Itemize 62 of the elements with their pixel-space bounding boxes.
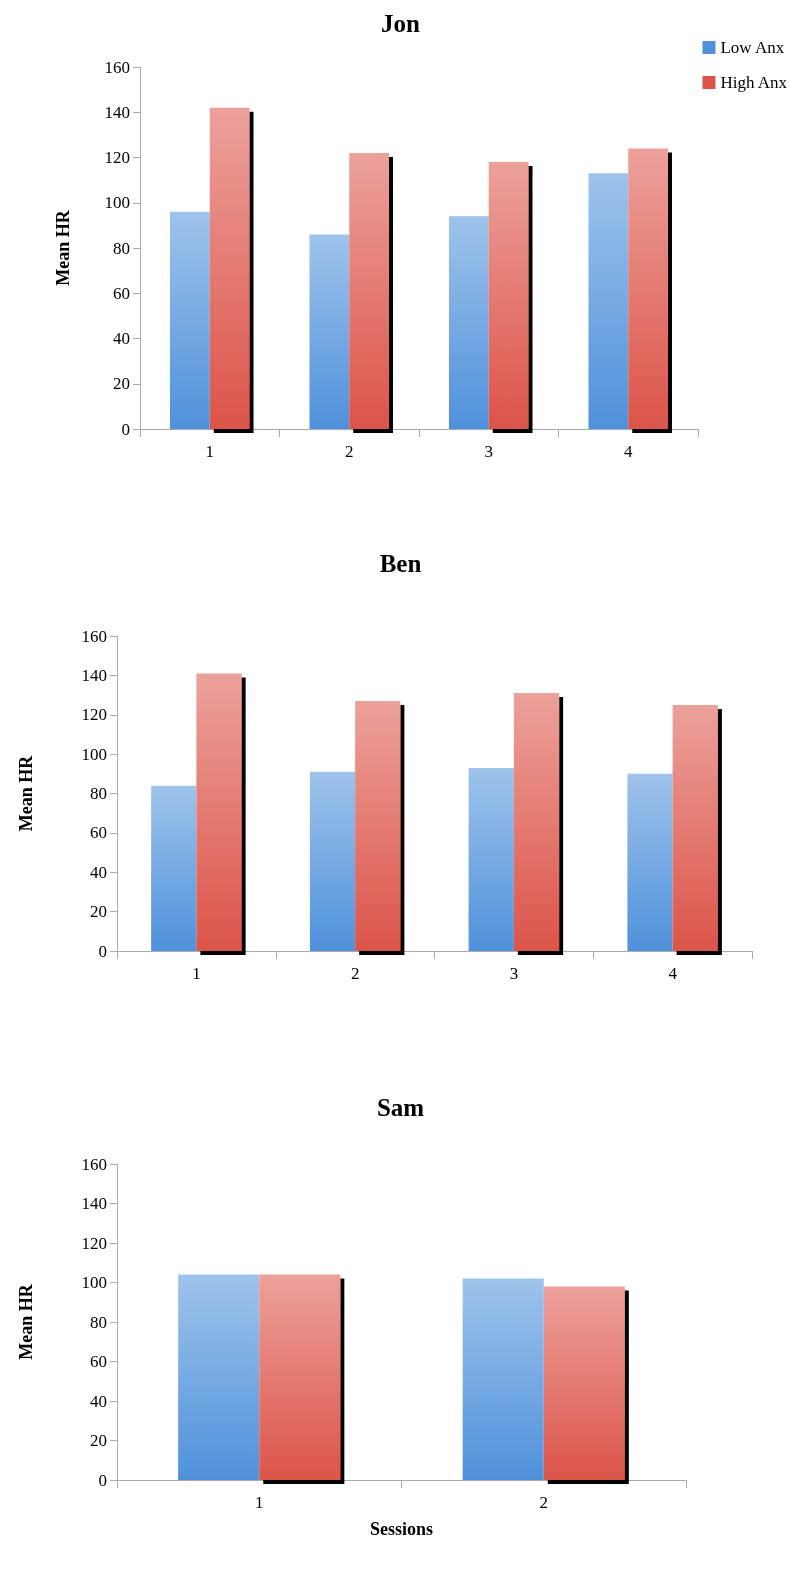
y-tick-label: 0 bbox=[98, 1470, 107, 1490]
x-tick-label: 4 bbox=[624, 442, 633, 461]
y-tick-label: 20 bbox=[90, 902, 107, 922]
bar bbox=[209, 107, 250, 429]
y-tick-label: 100 bbox=[104, 193, 130, 213]
x-tick-label: 2 bbox=[539, 1493, 548, 1512]
y-tick-label: 80 bbox=[90, 1312, 107, 1332]
bar bbox=[588, 173, 629, 429]
y-tick-label: 0 bbox=[98, 941, 107, 961]
bar bbox=[488, 162, 529, 429]
bar bbox=[627, 773, 673, 951]
y-tick-label: 40 bbox=[90, 862, 107, 882]
x-tick-label: 2 bbox=[350, 964, 360, 983]
bar bbox=[169, 211, 210, 429]
y-tick-label: 120 bbox=[81, 1233, 107, 1253]
bar bbox=[448, 216, 489, 429]
y-tick-label: 80 bbox=[113, 238, 130, 258]
x-tick-label: 1 bbox=[192, 964, 201, 983]
y-tick-label: 160 bbox=[81, 1154, 107, 1174]
y-tick-label: 0 bbox=[121, 419, 130, 439]
bar bbox=[468, 767, 514, 951]
y-tick-label: 140 bbox=[104, 102, 130, 122]
chart-title: Sam bbox=[376, 1094, 425, 1121]
y-tick-label: 20 bbox=[90, 1431, 107, 1450]
x-axis-title: Sessions bbox=[369, 1519, 434, 1539]
x-tick-label: 2 bbox=[345, 442, 354, 461]
bar bbox=[672, 704, 718, 951]
legend-label: High Anx bbox=[720, 73, 788, 92]
chart-title: Ben bbox=[379, 550, 422, 577]
bar bbox=[151, 785, 197, 951]
y-axis-title: Mean HR bbox=[16, 1283, 36, 1360]
y-tick-label: 20 bbox=[113, 374, 130, 394]
x-tick-label: 1 bbox=[255, 1493, 264, 1512]
bar bbox=[513, 693, 560, 951]
y-tick-label: 100 bbox=[81, 744, 107, 764]
x-tick-label: 3 bbox=[509, 964, 519, 983]
y-axis-title: Mean HR bbox=[53, 209, 73, 286]
bar bbox=[628, 148, 669, 429]
y-axis-title: Mean HR bbox=[16, 754, 36, 832]
y-tick-label: 60 bbox=[90, 1352, 107, 1371]
bar bbox=[196, 673, 242, 951]
y-tick-label: 40 bbox=[90, 1391, 107, 1411]
y-tick-label: 40 bbox=[113, 329, 130, 348]
y-tick-label: 140 bbox=[81, 1194, 107, 1213]
x-tick-label: 1 bbox=[205, 442, 214, 461]
y-tick-label: 160 bbox=[104, 57, 130, 77]
y-tick-label: 120 bbox=[81, 705, 107, 725]
y-tick-label: 100 bbox=[81, 1273, 107, 1292]
bar bbox=[309, 771, 356, 951]
bar bbox=[309, 234, 350, 429]
bar bbox=[349, 152, 390, 429]
y-tick-label: 80 bbox=[90, 784, 107, 803]
y-tick-label: 60 bbox=[113, 283, 130, 303]
y-tick-label: 140 bbox=[81, 665, 107, 685]
y-tick-label: 120 bbox=[104, 148, 130, 167]
chart-title: Jon bbox=[381, 10, 421, 37]
bar bbox=[355, 700, 401, 951]
x-tick-label: 4 bbox=[668, 964, 678, 983]
y-tick-label: 60 bbox=[90, 823, 107, 843]
x-tick-label: 3 bbox=[484, 442, 493, 461]
legend-label: Low Anx bbox=[720, 38, 785, 57]
y-tick-label: 160 bbox=[81, 626, 107, 646]
